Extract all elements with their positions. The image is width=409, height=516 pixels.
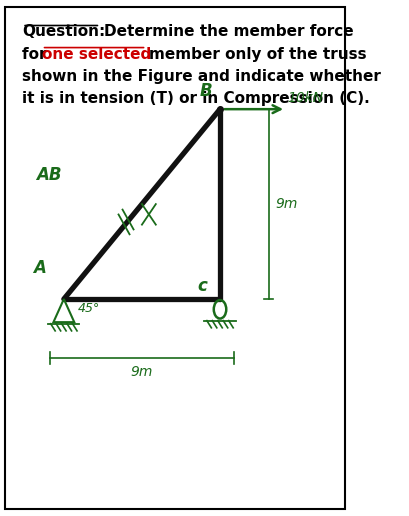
Text: 9m: 9m [275, 197, 297, 211]
Text: it is in tension (T) or in Compression (C).: it is in tension (T) or in Compression (… [22, 91, 369, 106]
Text: 45°: 45° [78, 302, 100, 315]
Text: one selected: one selected [42, 46, 151, 61]
Text: 9m: 9m [130, 365, 153, 379]
Text: A: A [33, 260, 45, 278]
Text: c: c [197, 278, 207, 295]
Text: Determine the member force: Determine the member force [103, 24, 353, 40]
Text: 10kN: 10kN [287, 91, 323, 105]
Text: AB: AB [36, 166, 61, 184]
Text: Question:: Question: [22, 24, 105, 40]
Text: shown in the Figure and indicate whether: shown in the Figure and indicate whether [22, 69, 380, 84]
Text: for: for [22, 46, 52, 61]
Text: member only of the truss: member only of the truss [148, 46, 365, 61]
Text: B: B [199, 83, 211, 100]
